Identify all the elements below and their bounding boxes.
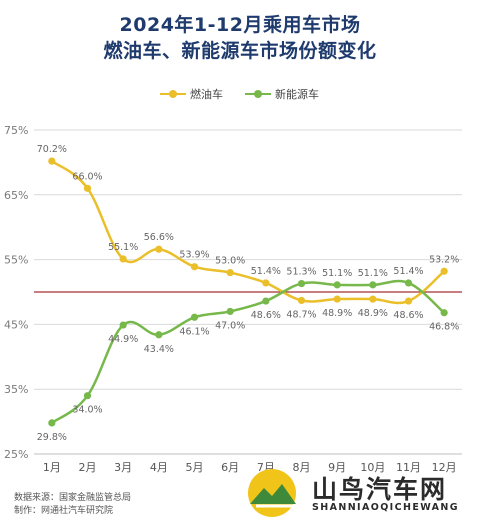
chart-title-line-2: 燃油车、新能源车市场份额变化 xyxy=(103,40,377,62)
data-label-nev: 51.1% xyxy=(358,268,388,279)
x-tick-label: 4月 xyxy=(150,461,168,474)
logo-name: 山鸟汽车网 xyxy=(312,475,448,504)
data-point-nev xyxy=(155,331,163,339)
data-point-nev xyxy=(262,297,270,305)
x-tick-label: 5月 xyxy=(186,461,204,474)
data-point-fuel xyxy=(119,255,127,263)
data-label-fuel: 48.9% xyxy=(322,308,352,319)
data-label-fuel: 48.7% xyxy=(286,309,316,320)
series-line-nev xyxy=(51,279,445,424)
data-label-fuel: 70.2% xyxy=(37,144,67,155)
x-tick-label: 2月 xyxy=(79,461,97,474)
x-tick-label: 6月 xyxy=(221,461,239,474)
data-point-nev xyxy=(333,281,341,289)
data-label-nev: 51.3% xyxy=(286,267,316,278)
x-tick-label: 11月 xyxy=(396,461,421,474)
data-point-fuel xyxy=(190,263,199,271)
data-point-fuel xyxy=(369,295,377,303)
data-label-fuel: 53.0% xyxy=(215,256,245,267)
y-tick-label: 65% xyxy=(4,189,28,202)
data-point-nev xyxy=(119,321,127,329)
y-tick-label: 35% xyxy=(4,383,28,396)
y-tick-label: 75% xyxy=(4,124,28,137)
legend-item-fuel: 燃油车 xyxy=(160,86,223,102)
x-tick-label: 10月 xyxy=(360,461,385,474)
data-label-nev: 51.1% xyxy=(322,268,352,279)
data-label-nev: 44.9% xyxy=(108,334,138,345)
data-label-fuel: 48.6% xyxy=(393,310,423,321)
chart-title-line-1: 2024年1-12月乘用车市场 xyxy=(119,14,361,36)
data-point-fuel xyxy=(440,267,448,275)
data-source-note: 数据来源：国家金融监管总局 xyxy=(14,493,132,503)
data-point-nev xyxy=(83,392,92,400)
data-label-fuel: 48.9% xyxy=(358,308,388,319)
data-point-nev xyxy=(190,313,199,321)
legend-swatch-nev xyxy=(245,86,271,102)
data-label-nev: 47.0% xyxy=(215,320,245,331)
legend-label-nev: 新能源车 xyxy=(275,88,319,101)
data-point-nev xyxy=(226,307,234,316)
legend-item-nev: 新能源车 xyxy=(245,86,319,102)
data-point-nev xyxy=(297,279,306,288)
data-point-fuel xyxy=(155,245,163,253)
data-point-fuel xyxy=(262,279,270,287)
data-label-fuel: 53.2% xyxy=(429,254,459,265)
data-point-fuel xyxy=(48,157,56,165)
data-label-nev: 46.1% xyxy=(179,326,209,337)
data-label-fuel: 66.0% xyxy=(72,171,102,182)
mountain-bird-logo-icon xyxy=(248,469,296,517)
data-label-nev: 51.4% xyxy=(393,266,423,277)
y-tick-label: 25% xyxy=(4,448,28,461)
data-label-nev: 29.8% xyxy=(37,432,67,443)
series-line-fuel xyxy=(51,160,445,305)
x-tick-label: 9月 xyxy=(328,461,346,474)
data-label-nev: 46.8% xyxy=(429,322,459,333)
data-label-nev: 43.4% xyxy=(144,344,174,355)
data-label-fuel: 53.9% xyxy=(179,250,209,261)
legend-label-fuel: 燃油车 xyxy=(190,88,223,101)
data-point-fuel xyxy=(226,268,234,277)
y-tick-label: 45% xyxy=(4,318,28,331)
brand-logo: 山鸟汽车网 SHANNIAOQICHEWANG xyxy=(242,466,476,520)
producer-note: 制作：网通社汽车研究院 xyxy=(14,506,114,516)
data-label-nev: 34.0% xyxy=(72,405,102,416)
data-label-nev: 48.6% xyxy=(251,310,281,321)
x-tick-label: 8月 xyxy=(293,461,311,474)
y-tick-label: 55% xyxy=(4,254,28,267)
data-point-fuel xyxy=(333,295,341,303)
data-point-fuel xyxy=(83,184,92,192)
data-point-nev xyxy=(48,419,56,427)
data-point-nev xyxy=(440,309,448,317)
data-point-fuel xyxy=(404,297,413,305)
data-label-fuel: 55.1% xyxy=(108,242,138,253)
data-point-nev xyxy=(369,281,377,289)
data-label-fuel: 51.4% xyxy=(251,266,281,277)
x-tick-label: 1月 xyxy=(43,461,61,474)
x-tick-label: 12月 xyxy=(432,461,457,474)
data-point-fuel xyxy=(297,296,306,305)
data-label-fuel: 56.6% xyxy=(144,232,174,243)
data-point-nev xyxy=(404,279,413,287)
line-chart: 25%35%45%55%65%75%1月 2月 3月 4月 5月 6月 7月 8月 9月 10月 1… xyxy=(4,124,462,474)
logo-pinyin: SHANNIAOQICHEWANG xyxy=(312,502,459,513)
legend-swatch-fuel xyxy=(160,86,186,102)
x-tick-label: 3月 xyxy=(114,461,132,474)
